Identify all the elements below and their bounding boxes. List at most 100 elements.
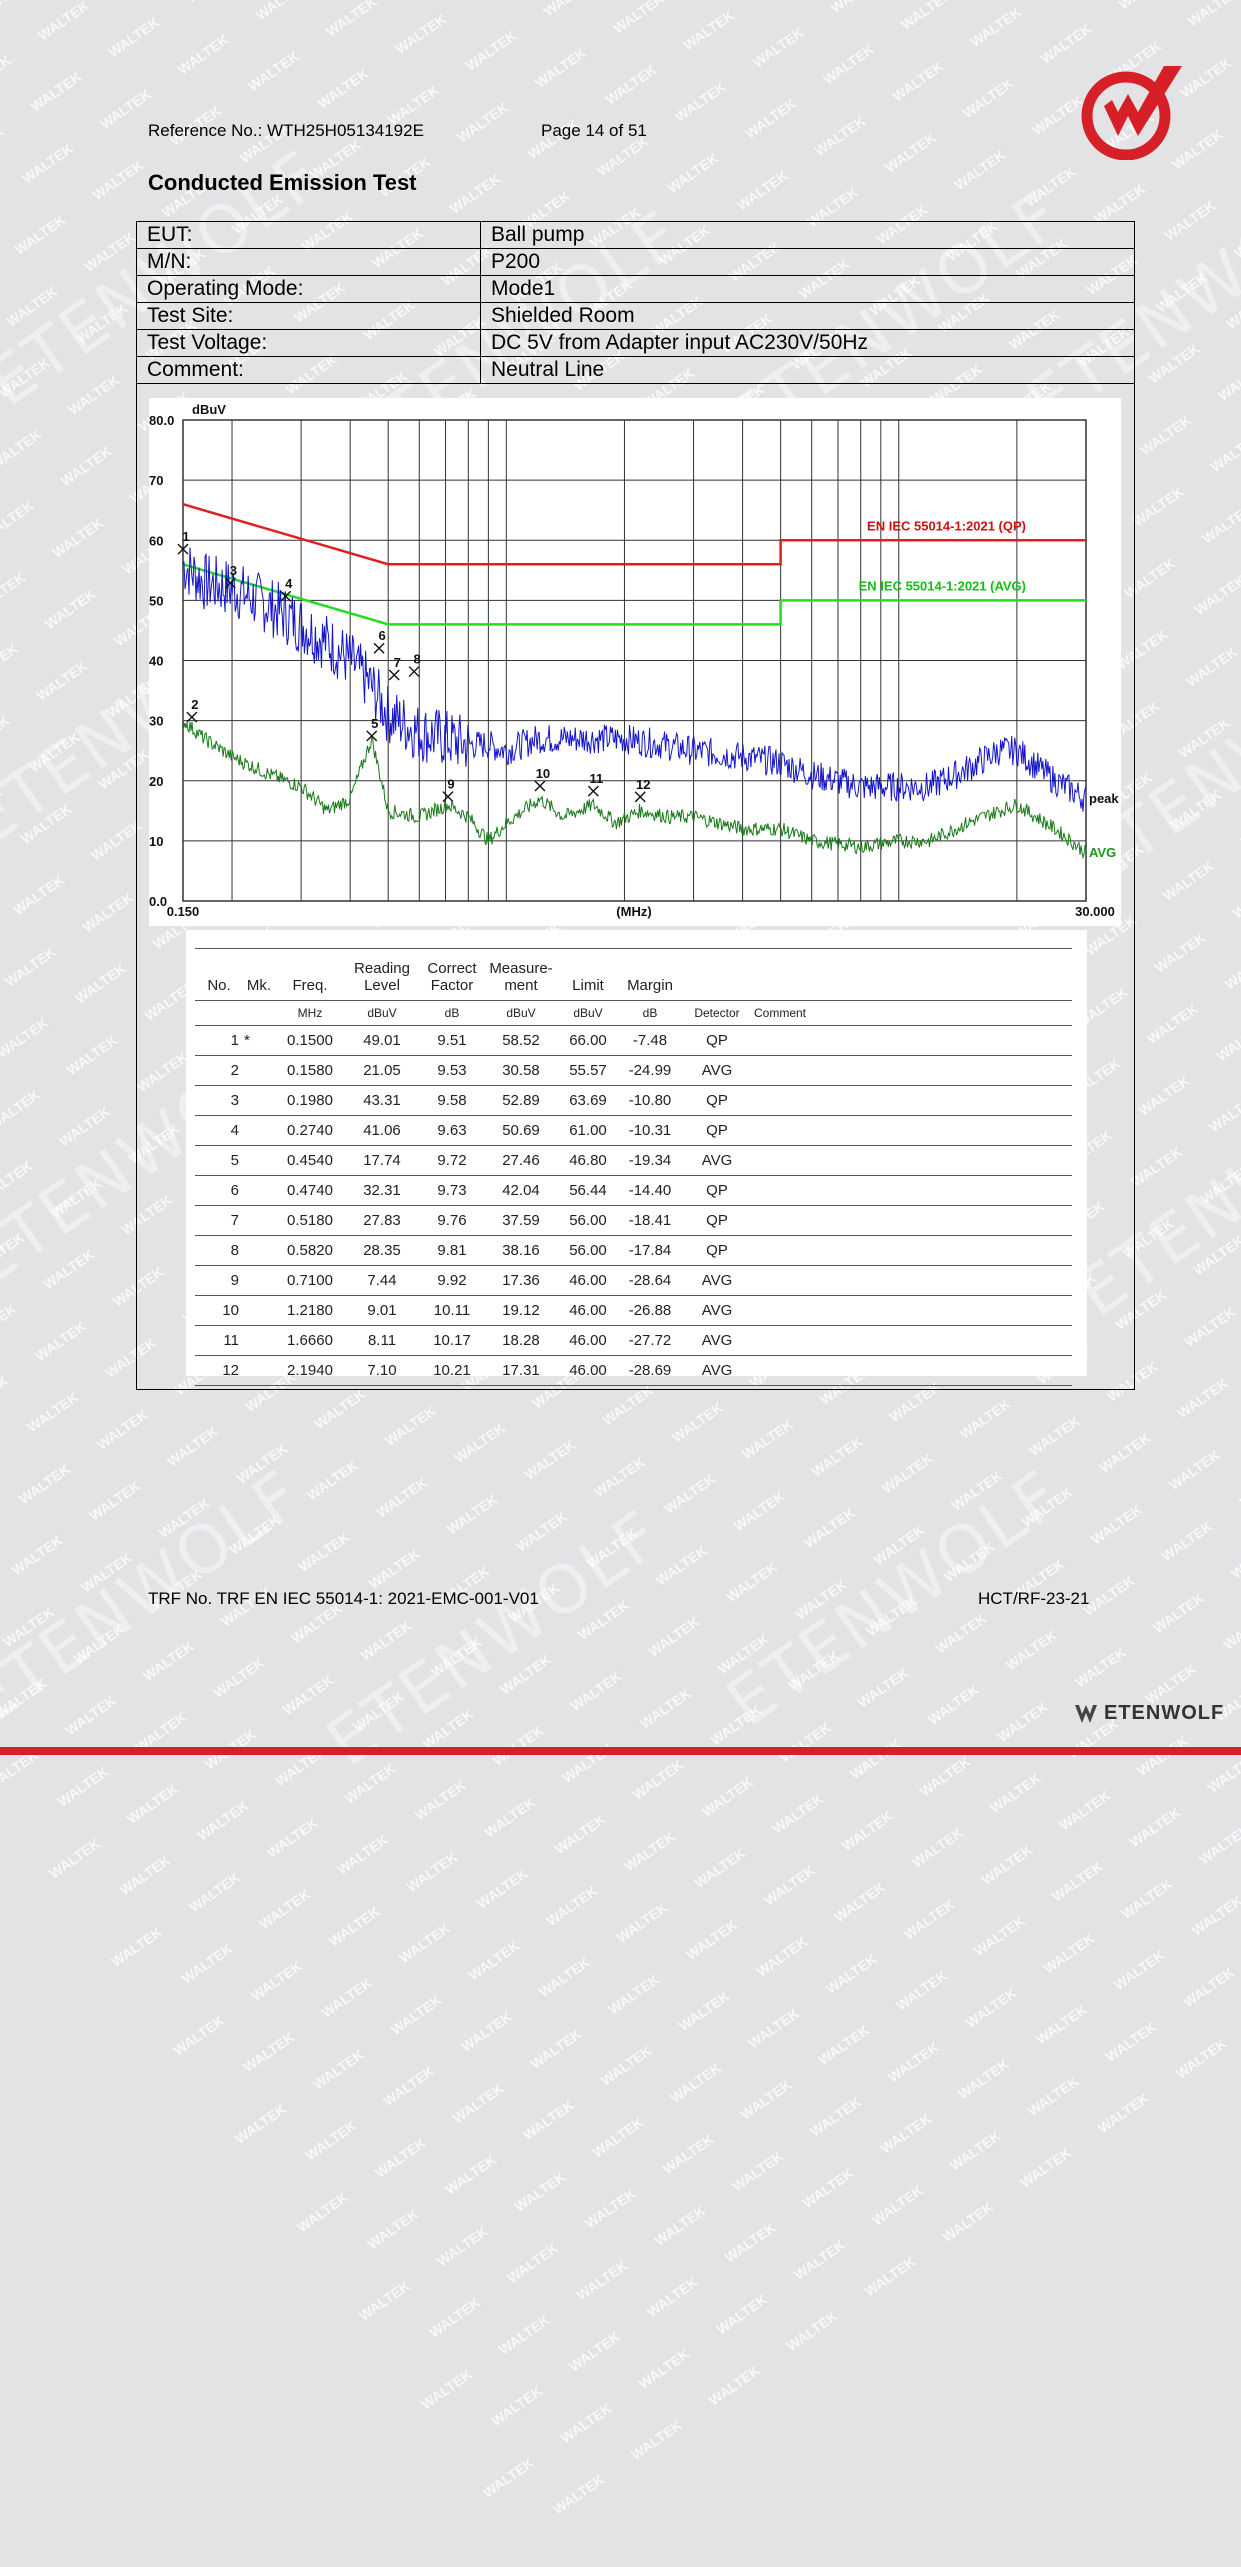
watermark-text: WALTEK [1180,1963,1238,2011]
watermark-text: WALTEK [939,2198,997,2246]
series-label: peak [1089,791,1119,806]
watermark-text: WALTEK [519,2096,577,2144]
x-tick-label: 0.150 [167,904,200,919]
watermark-text: WALTEK [645,1613,703,1660]
watermark-text: WALTEK [0,1443,4,1490]
watermark-text: WALTEK [1080,1572,1138,1619]
watermark-text: WALTEK [1215,357,1241,404]
table-cell [243,1115,275,1146]
info-row: Operating Mode: Mode1 [136,275,1135,303]
measurement-table: No. Mk. Freq. Reading Level Correct Factor Meas… [195,948,1072,1386]
watermark-text: WALTEK [0,1229,27,1276]
y-tick-label: 80.0 [149,413,174,428]
table-cell: AVG [681,1355,753,1386]
info-label: EUT: [136,221,481,249]
watermark-text: WALTEK [861,2253,919,2300]
table-cell: 21.05 [345,1055,419,1086]
table-cell: 3 [195,1085,243,1116]
watermark-text: WALTEK [1220,1606,1241,1653]
info-label: Test Voltage: [136,329,481,357]
table-row: 2 0.1580 21.05 9.53 30.58 55.57 -24.99 AVG [195,1055,1072,1086]
table-cell: 55.57 [557,1055,619,1086]
table-cell: 56.44 [557,1175,619,1206]
watermark-text: WALTEK [543,1882,601,1929]
watermark-text: WALTEK [201,1726,259,1773]
table-cell: 52.89 [485,1085,557,1116]
watermark-text: WALTEK [403,1848,461,1895]
info-label: Test Site: [136,302,481,330]
table-cell: AVG [681,1055,753,1086]
watermark-text: WALTEK [785,1647,842,1694]
watermark-text: WALTEK [325,1903,383,1950]
watermark-text: WALTEK [481,1794,539,1841]
watermark-text: WALTEK [1110,1946,1168,1994]
table-cell: 17.36 [485,1265,557,1296]
watermark-text: WALTEK [0,961,22,1060]
table-cell: 10 [195,1295,243,1326]
watermark-text: WALTEK [0,122,7,170]
watermark-text: WALTEK [1221,945,1241,993]
watermark-text: WALTEK [427,1633,485,1681]
watermark-text: WALTEK [597,2042,655,2089]
table-cell: AVG [681,1145,753,1176]
table-cell: -27.72 [619,1325,681,1356]
data-point-label: 10 [536,766,550,781]
watermark-text: WALTEK [661,1470,719,1517]
watermark-text: WALTEK [1237,803,1241,850]
watermark-text: WALTEK [1159,857,1217,904]
watermark-text: WALTEK [877,2110,935,2157]
watermark-text: WALTEK [1024,2072,1082,2120]
data-point-marker [587,785,599,797]
watermark-text: WALTEK [1184,0,1241,30]
table-cell: 9.92 [419,1265,485,1296]
watermark-text: WALTEK [0,497,37,544]
watermark-text: WALTEK [613,1899,671,1946]
watermark-text: WALTEK [535,1953,593,2001]
table-cell: 19.12 [485,1295,557,1326]
watermark-text: WALTEK [1167,786,1225,833]
table-cell: AVG [681,1295,753,1326]
column-header: Mk. [243,948,275,1001]
table-cell: 18.28 [485,1325,557,1356]
watermark-text: WALTEK [513,1508,570,1555]
table-cell: QP [681,1025,753,1056]
table-cell: 30.58 [485,1055,557,1086]
watermark-text: WALTEK [671,78,729,126]
watermark-text: WALTEK [256,1885,314,1933]
watermark-text: WALTEK [435,1562,493,1610]
page-number: Page 14 of 51 [541,121,647,140]
info-label: M/N: [136,248,481,276]
watermark-text: WALTEK [40,1245,98,1293]
watermark-text: WALTEK [967,3,1025,51]
watermark-text: WALTEK [760,1862,818,1909]
watermark-text: WALTEK [232,2100,289,2147]
watermark-text: WALTEK [820,40,877,88]
column-header [753,948,1072,1001]
y-tick-label: 30 [149,714,163,729]
limit-label: EN IEC 55014-1:2021 (QP) [867,518,1026,533]
watermark-text: WALTEK [1072,1644,1130,1691]
series-label: AVG [1089,845,1116,860]
watermark-text: WALTEK [551,1810,609,1858]
watermark-text: WALTEK [801,1504,858,1551]
trf-number: TRF No. TRF EN IEC 55014-1: 2021-EMC-001… [148,1589,539,1608]
table-cell: -7.48 [619,1025,681,1056]
watermark-text: WALTEK [172,0,281,21]
table-row: 6 0.4740 32.31 9.73 42.04 56.44 -14.40 QP [195,1175,1072,1206]
table-row: 3 0.1980 43.31 9.58 52.89 63.69 -10.80 QP [195,1085,1072,1116]
watermark-text: WALTEK [0,1086,43,1133]
watermark-text: WALTEK [1056,1787,1114,1834]
table-cell [753,1355,1072,1386]
watermark-text: WALTEK [86,1477,144,1524]
table-cell: 9.76 [419,1205,485,1236]
watermark-text: WALTEK [24,1388,82,1436]
data-point-label: 4 [285,576,293,591]
y-tick-label: 20 [149,774,163,789]
table-cell [243,1355,275,1386]
table-cell: 61.00 [557,1115,619,1146]
table-cell: 63.69 [557,1085,619,1116]
watermark-text: WALTEK [530,0,639,35]
table-row: 11 1.6660 8.11 10.17 18.28 46.00 -27.72 AVG [195,1325,1072,1356]
table-cell [243,1085,275,1116]
y-tick-label: 50 [149,593,163,608]
